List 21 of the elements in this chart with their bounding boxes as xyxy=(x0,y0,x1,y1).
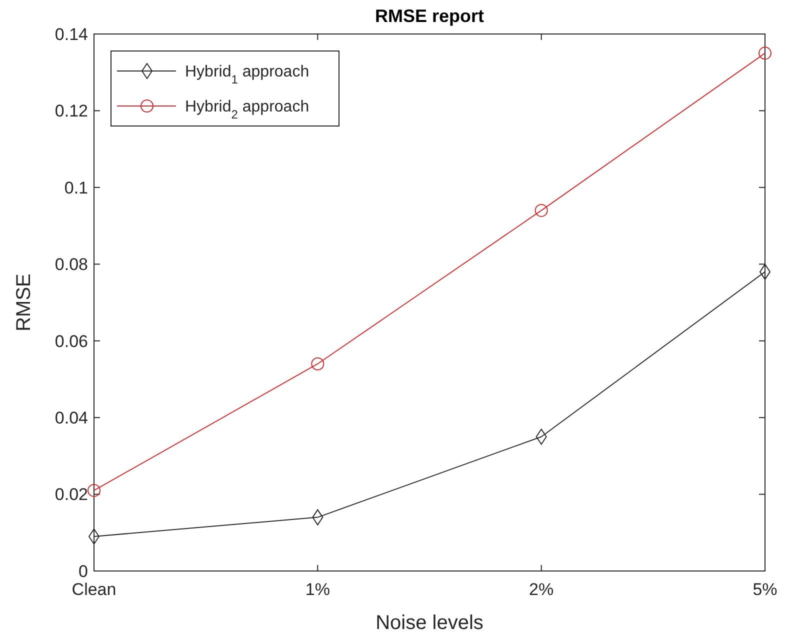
point xyxy=(311,357,324,370)
legend-label: Hybrid$_{1}$ approach xyxy=(185,64,310,87)
point xyxy=(758,46,772,60)
point xyxy=(88,484,100,497)
y-tick-label: 0.06 xyxy=(54,332,88,351)
y-tick-label: 0 xyxy=(78,562,88,581)
point xyxy=(534,204,548,217)
y-axis-title: RMSE xyxy=(13,274,35,332)
chart-title: RMSE report xyxy=(374,6,484,26)
legend-label: Hybrid$_{2}$ approach xyxy=(185,98,310,122)
y-tick-label: 0.1 xyxy=(64,178,88,198)
y-tick-label: 0.12 xyxy=(54,102,88,121)
y-tick-label: 0.04 xyxy=(54,408,88,428)
x-axis-title: Noise levels xyxy=(376,612,484,634)
x-tick-label: 2% xyxy=(529,580,554,599)
x-tick-label: Clean xyxy=(72,580,116,599)
x-tick-label: 1% xyxy=(305,580,330,599)
y-tick-label: 0.14 xyxy=(54,24,88,44)
x-tick-label: 5% xyxy=(752,580,778,599)
y-tick-label: 0.02 xyxy=(54,485,88,504)
y-tick-label: 0.08 xyxy=(54,255,88,274)
